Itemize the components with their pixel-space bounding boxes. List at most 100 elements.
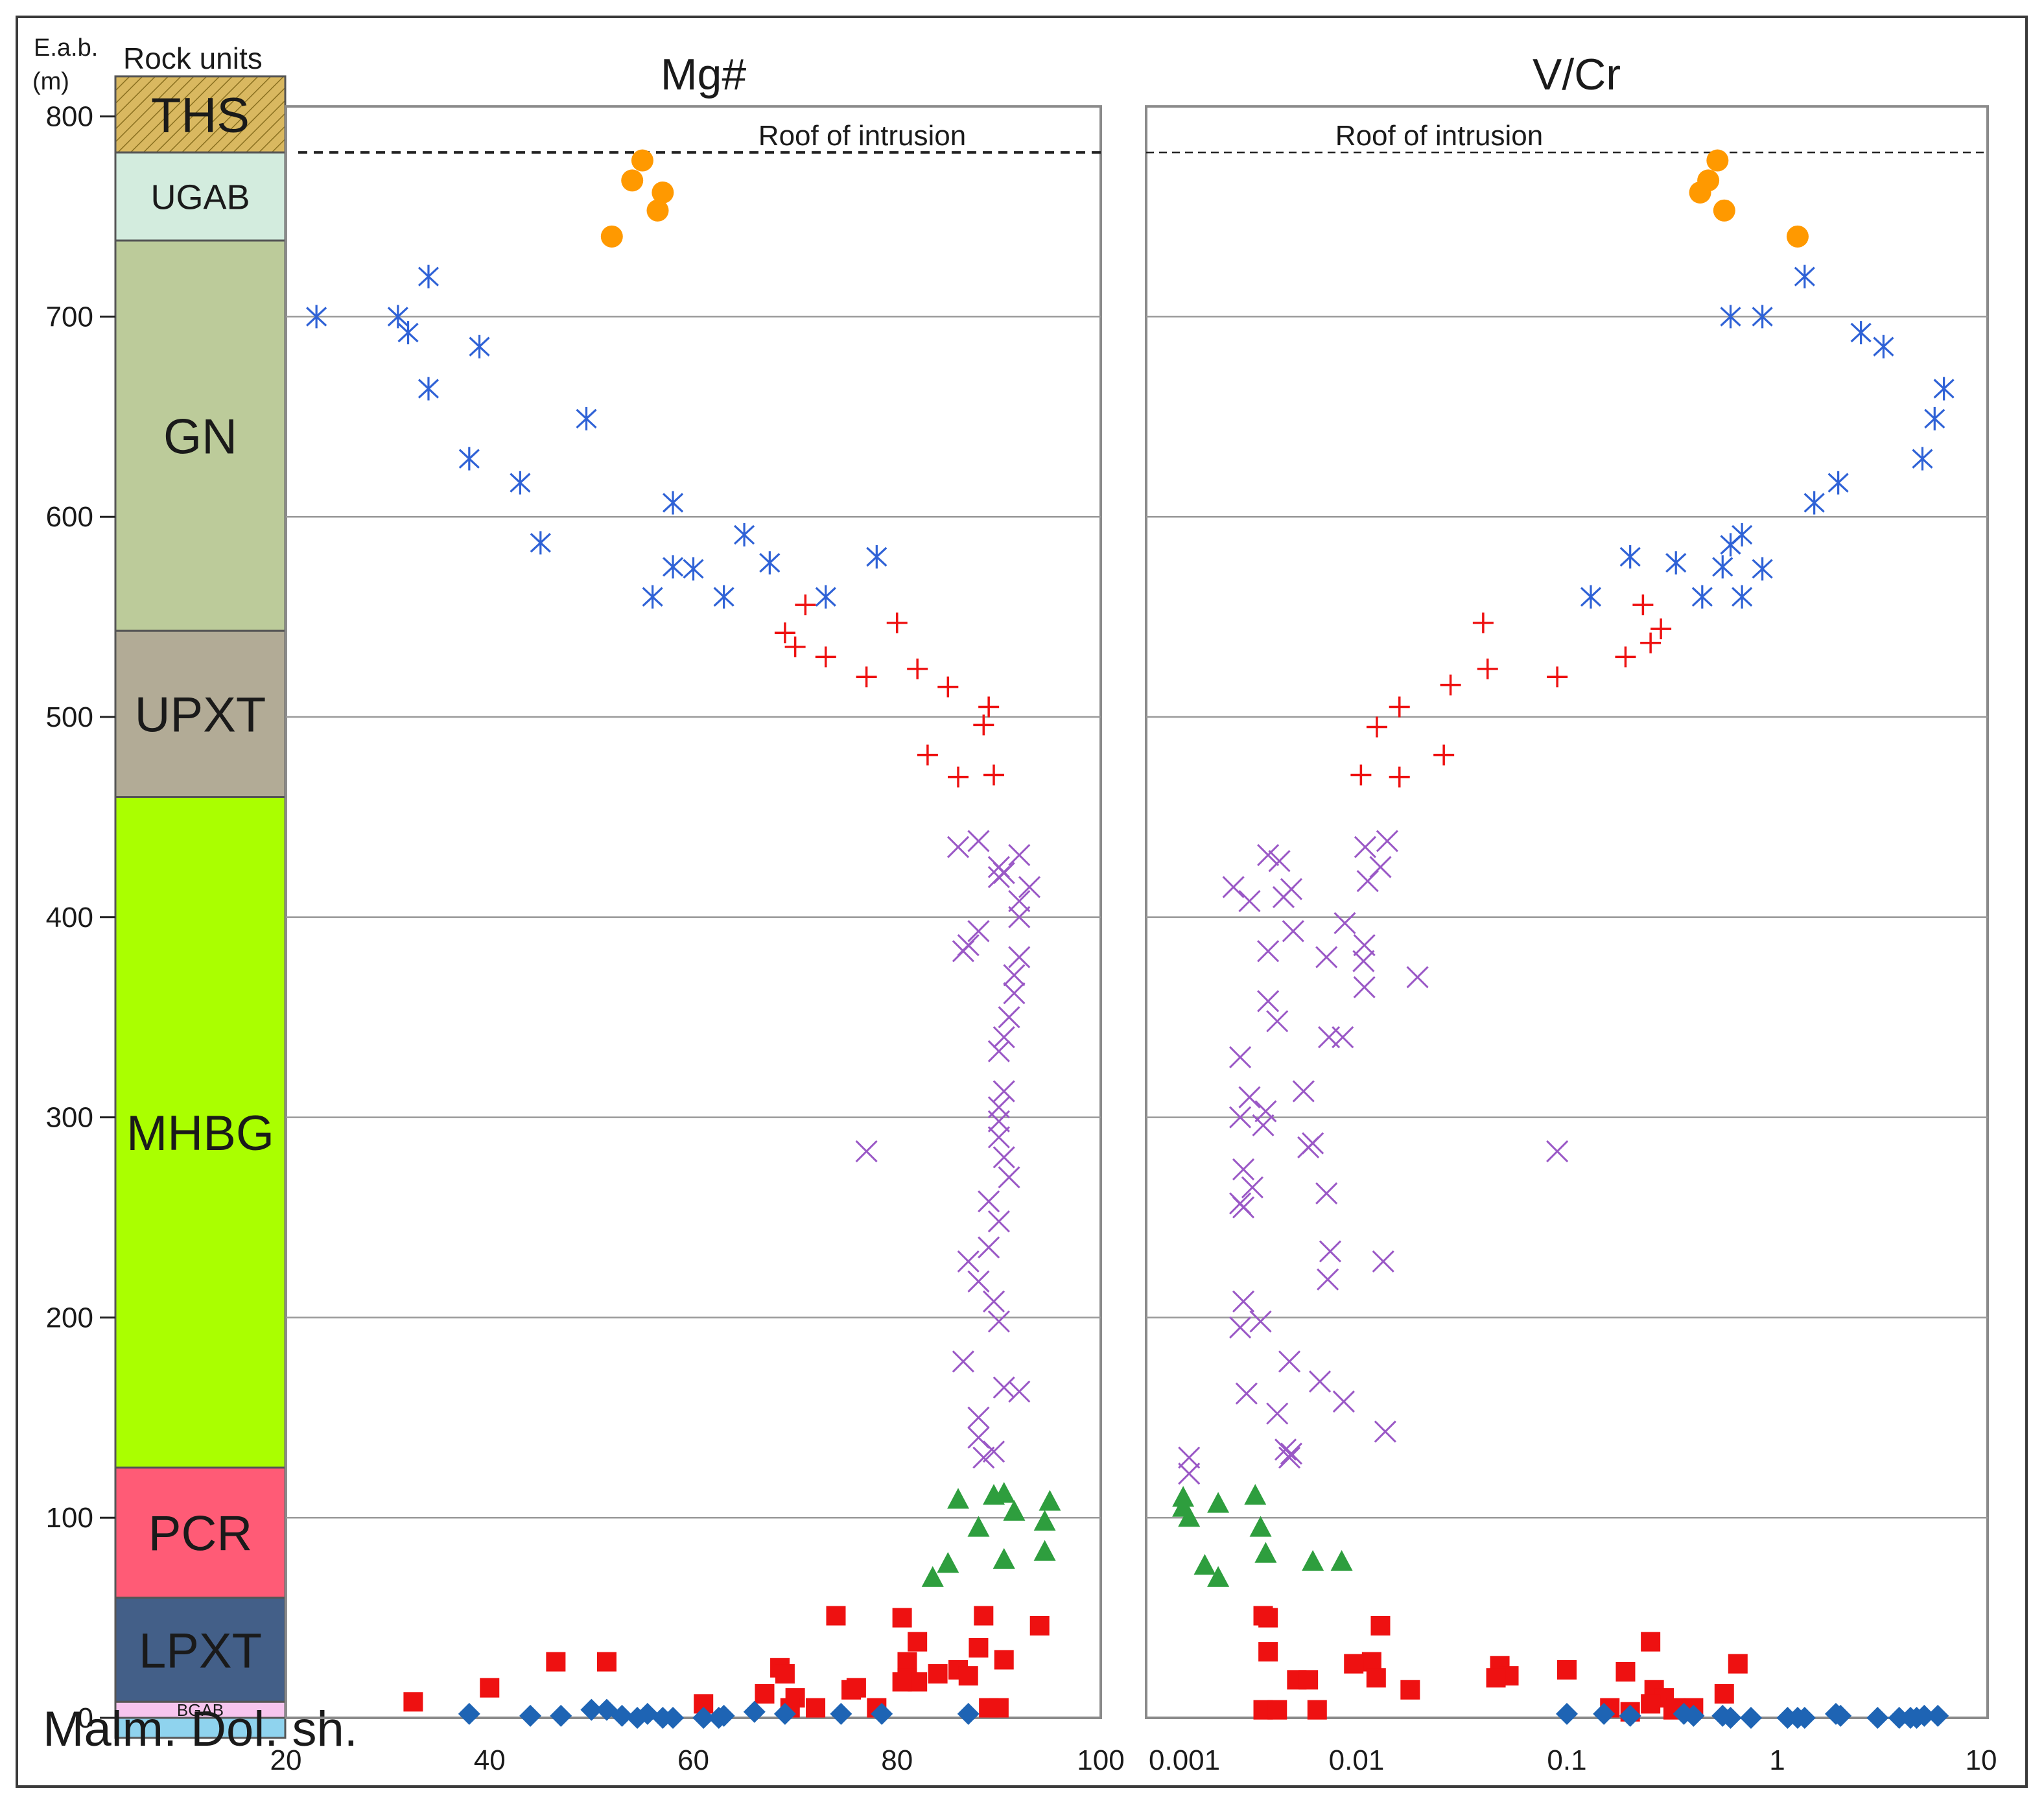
data-point-plus <box>1440 674 1461 696</box>
data-point-cross <box>1352 950 1375 972</box>
data-point-diamond <box>662 1707 685 1729</box>
data-point-plus <box>973 714 994 736</box>
y-tick-label: 400 <box>46 902 93 933</box>
x-tick-label: 100 <box>1077 1744 1124 1776</box>
data-point-cross <box>1222 876 1245 898</box>
data-point-plus <box>1547 666 1568 688</box>
data-point-asterisk <box>713 585 734 609</box>
data-point-square <box>1307 1700 1327 1720</box>
data-point-cross <box>1376 830 1398 852</box>
data-point-plus <box>1366 716 1387 738</box>
data-point-cross <box>998 1166 1020 1189</box>
data-point-diamond <box>1682 1704 1705 1727</box>
data-point-cross <box>967 920 990 943</box>
data-point-asterisk <box>530 531 551 555</box>
data-point-cross <box>1178 1446 1201 1469</box>
data-point-cross <box>987 1110 1010 1132</box>
data-point-square <box>1298 1670 1319 1690</box>
data-point-triangle <box>993 1482 1015 1503</box>
data-point-circle <box>631 149 653 172</box>
data-point-circle <box>1786 225 1809 248</box>
data-point-plus <box>1350 764 1372 786</box>
data-point-cross <box>967 1270 990 1293</box>
data-point-cross <box>1282 920 1304 943</box>
data-point-asterisk <box>1873 334 1894 358</box>
data-point-cross <box>1008 844 1031 867</box>
data-point-plus <box>886 612 908 633</box>
data-point-circle <box>600 225 623 248</box>
data-point-cross <box>1254 1100 1277 1123</box>
data-point-cross <box>1333 911 1356 935</box>
data-point-cross <box>987 1040 1010 1062</box>
data-point-asterisk <box>1752 557 1773 581</box>
data-point-cross <box>1257 844 1280 867</box>
data-point-asterisk <box>1803 491 1825 515</box>
data-point-diamond <box>1556 1702 1578 1725</box>
plot-area-frame <box>1145 105 1989 1720</box>
unit-label: PCR <box>148 1507 252 1562</box>
data-point-diamond <box>871 1702 893 1725</box>
unit-label: GN <box>163 409 237 464</box>
data-point-square <box>546 1652 566 1672</box>
data-point-diamond <box>1793 1707 1816 1729</box>
data-point-plus <box>983 764 1005 786</box>
data-point-diamond <box>712 1704 735 1727</box>
data-point-asterisk <box>1720 533 1741 557</box>
data-point-cross <box>1278 1446 1301 1469</box>
data-point-square <box>1557 1659 1577 1680</box>
y-tick-label: 0 <box>78 1702 93 1734</box>
data-point-diamond <box>1719 1707 1742 1729</box>
data-point-plus <box>1477 658 1498 679</box>
data-point-plus <box>917 744 938 766</box>
data-point-asterisk <box>683 557 704 581</box>
data-point-cross <box>1315 946 1338 968</box>
unit-label: MHBG <box>126 1106 274 1161</box>
unit-block-mhbg <box>114 796 287 1469</box>
y-tick-label: 700 <box>46 301 93 333</box>
data-point-asterisk <box>1580 585 1602 609</box>
data-point-diamond <box>773 1702 796 1725</box>
data-point-square <box>1400 1680 1420 1700</box>
data-point-cross <box>987 1310 1010 1333</box>
data-point-diamond <box>636 1702 659 1725</box>
data-point-circle <box>652 181 674 204</box>
data-point-plus <box>856 666 877 688</box>
x-tick-label: 60 <box>677 1744 709 1776</box>
data-point-asterisk <box>1665 551 1687 575</box>
data-point-square <box>1344 1654 1364 1674</box>
data-point-cross <box>1372 1250 1394 1273</box>
data-point-plus <box>1650 618 1672 640</box>
data-point-cross <box>952 940 974 963</box>
data-point-cross <box>1308 1370 1332 1393</box>
data-point-asterisk <box>1933 377 1955 401</box>
data-point-plus <box>1472 612 1494 633</box>
data-point-asterisk <box>1732 585 1753 609</box>
data-point-cross <box>957 1250 980 1273</box>
data-point-diamond <box>830 1702 852 1725</box>
data-point-triangle <box>937 1552 959 1573</box>
data-point-square <box>908 1632 928 1652</box>
data-point-plus <box>774 622 795 644</box>
data-point-square <box>826 1606 846 1626</box>
data-point-cross <box>1008 1380 1031 1403</box>
data-point-diamond <box>1619 1704 1641 1727</box>
depth-axis-title: E.a.b. <box>34 34 98 62</box>
data-point-asterisk <box>662 491 684 515</box>
data-point-diamond <box>611 1704 633 1727</box>
data-point-plus <box>1632 594 1654 616</box>
data-point-cross <box>972 1446 995 1469</box>
data-point-triangle <box>1003 1499 1026 1521</box>
series-gn <box>306 264 887 609</box>
unit-block-gn <box>114 239 287 632</box>
data-point-triangle <box>1330 1550 1353 1571</box>
data-point-diamond <box>957 1702 980 1725</box>
data-point-cross <box>1229 1192 1252 1215</box>
data-point-plus <box>784 636 806 657</box>
data-point-diamond <box>1927 1704 1949 1727</box>
y-tick-label: 500 <box>46 701 93 733</box>
data-point-square <box>958 1666 978 1686</box>
data-point-cross <box>1008 890 1031 913</box>
data-point-asterisk <box>576 406 597 430</box>
data-point-square <box>1728 1654 1748 1674</box>
